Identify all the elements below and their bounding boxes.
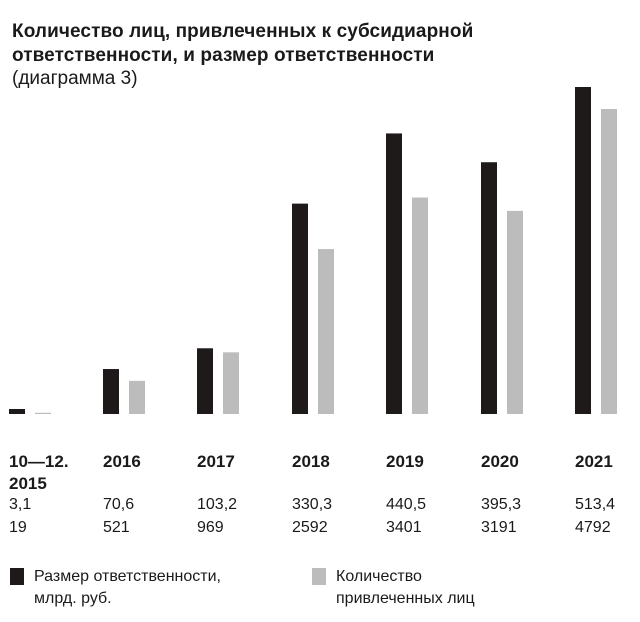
bar-persons bbox=[318, 249, 334, 414]
bar-persons bbox=[223, 352, 239, 414]
legend-label-persons-line-2: привлеченных лиц bbox=[336, 590, 475, 607]
data-label-persons: 3191 bbox=[481, 519, 517, 536]
data-label-liability: 440,5 bbox=[386, 496, 426, 513]
legend-label-persons-line-1: Количество bbox=[336, 568, 422, 585]
bar-liability bbox=[386, 133, 402, 414]
legend-label-liability-line-2: млрд. руб. bbox=[34, 590, 112, 607]
bar-liability bbox=[103, 369, 119, 414]
bar-persons bbox=[35, 412, 51, 414]
chart-title-block: Количество лиц, привлеченных к субсидиар… bbox=[12, 20, 632, 90]
bar-persons bbox=[412, 197, 428, 414]
data-label-liability: 513,4 bbox=[575, 496, 615, 513]
data-label-liability: 330,3 bbox=[292, 496, 332, 513]
data-label-persons: 3401 bbox=[386, 519, 422, 536]
data-label-persons: 521 bbox=[103, 519, 130, 536]
category-label: 2017 bbox=[197, 452, 235, 471]
category-label: 2015 bbox=[9, 474, 47, 493]
category-label: 2019 bbox=[386, 452, 424, 471]
data-label-liability: 70,6 bbox=[103, 496, 134, 513]
data-label-liability: 103,2 bbox=[197, 496, 237, 513]
bar-liability bbox=[197, 348, 213, 414]
data-label-liability: 3,1 bbox=[9, 496, 31, 513]
data-label-persons: 4792 bbox=[575, 519, 611, 536]
data-label-liability: 395,3 bbox=[481, 496, 521, 513]
data-label-persons: 2592 bbox=[292, 519, 328, 536]
bar-persons bbox=[507, 210, 523, 414]
bar-persons bbox=[129, 380, 145, 414]
bar-liability bbox=[575, 87, 591, 414]
bar-liability bbox=[9, 409, 25, 414]
bar-persons bbox=[601, 109, 617, 414]
chart-title-line-2: ответственности, и размер ответственност… bbox=[12, 45, 435, 66]
legend-swatch-liability bbox=[10, 568, 24, 585]
legend-label-liability-line-1: Размер ответственности, bbox=[34, 568, 221, 585]
category-label: 2021 bbox=[575, 452, 613, 471]
category-label: 2018 bbox=[292, 452, 330, 471]
category-label: 2016 bbox=[103, 452, 141, 471]
chart-subtitle: (диаграмма 3) bbox=[12, 68, 138, 89]
bar-liability bbox=[292, 203, 308, 414]
category-label: 10—12. bbox=[9, 452, 69, 471]
chart-title-line-1: Количество лиц, привлеченных к субсидиар… bbox=[12, 21, 474, 42]
data-label-persons: 969 bbox=[197, 519, 224, 536]
data-label-persons: 19 bbox=[9, 519, 27, 536]
bar-chart: 10—12. 2015 3,1 19 2016 70,6 521 2017 103,2 969 20… bbox=[9, 87, 617, 536]
category-label: 2020 bbox=[481, 452, 519, 471]
bar-liability bbox=[481, 162, 497, 414]
legend-swatch-persons bbox=[312, 568, 326, 585]
